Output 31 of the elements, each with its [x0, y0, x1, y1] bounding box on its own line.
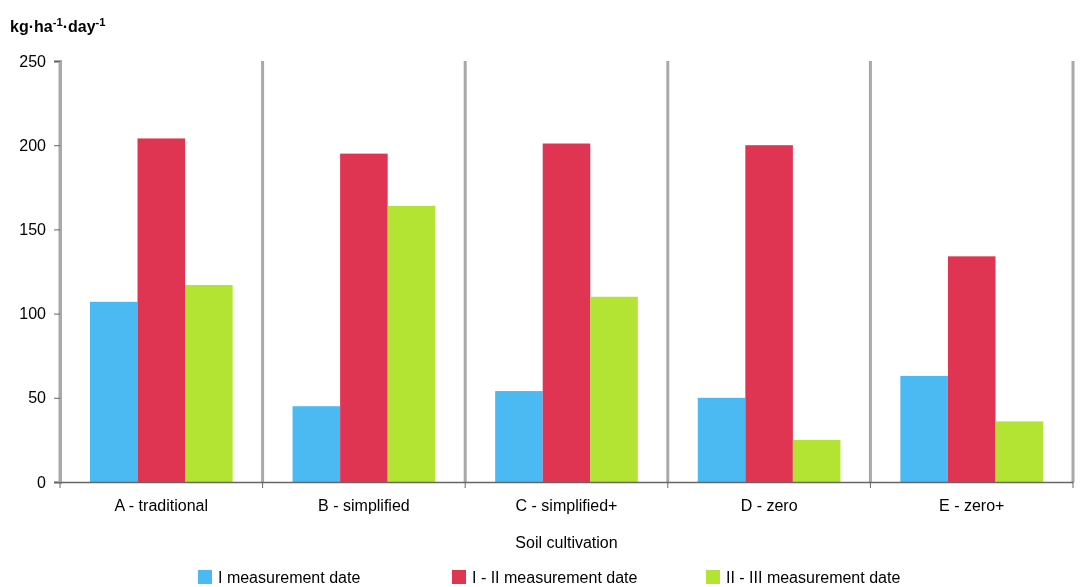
y-tick-label: 50: [28, 389, 47, 407]
bar: [697, 397, 746, 482]
legend-label: II - III measurement date: [726, 569, 901, 586]
bar: [185, 284, 233, 482]
x-tick-label: A - traditional: [114, 496, 208, 514]
bar: [542, 143, 591, 482]
bar: [137, 138, 186, 482]
y-tick-label: 100: [19, 305, 47, 323]
bar: [340, 153, 388, 482]
legend-label: I measurement date: [218, 569, 361, 586]
x-axis-title: Soil cultivation: [515, 534, 618, 551]
bar: [900, 375, 948, 482]
bar: [590, 296, 638, 482]
bar: [387, 205, 436, 482]
y-tick-label: 200: [19, 136, 47, 154]
bar: [745, 145, 793, 482]
x-tick-label: E - zero+: [939, 496, 1005, 514]
y-tick-label: 150: [19, 221, 47, 239]
legend-label: I - II measurement date: [472, 569, 638, 586]
bar: [947, 256, 996, 482]
x-tick-label: B - simplified: [318, 496, 410, 514]
bar: [792, 439, 841, 482]
y-axis-title: kg·ha$^{-1}$·day$^{-1}$: [10, 16, 106, 35]
x-tick-label: C - simplified+: [515, 496, 618, 514]
x-tick-label: D - zero: [740, 496, 798, 514]
y-tick-label: 0: [37, 473, 47, 491]
bar: [995, 421, 1044, 482]
y-tick-label: 250: [19, 52, 47, 70]
bar: [292, 406, 341, 482]
bar: [495, 391, 543, 482]
bar: [89, 301, 138, 482]
